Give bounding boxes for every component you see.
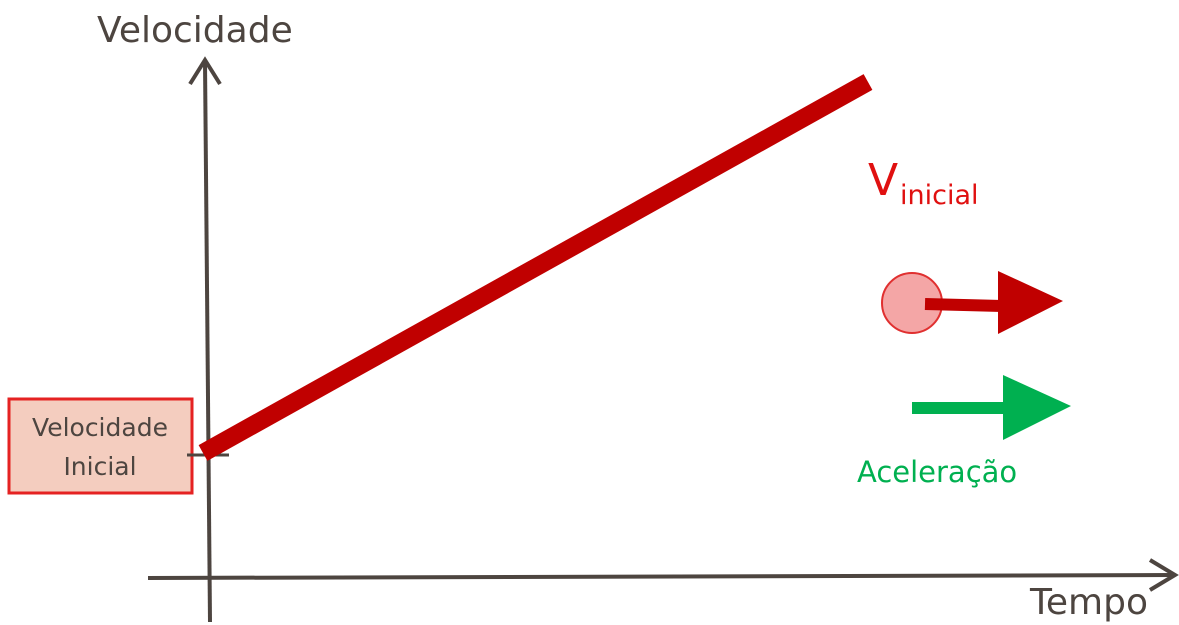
box-line: Velocidade (32, 413, 168, 442)
acceleration-arrow-head (1003, 375, 1071, 440)
velocity-line (198, 74, 873, 461)
y-axis (203, 61, 212, 623)
box-line: Inicial (63, 452, 136, 481)
acceleration-label: Aceleração (857, 455, 1017, 489)
x-axis (147, 573, 1174, 580)
y-axis-label: Velocidade (97, 10, 293, 51)
x-axis-label: Tempo (1029, 582, 1148, 623)
x-axis-arrowhead (1148, 558, 1179, 592)
velocity-symbol: V (868, 155, 898, 206)
velocity-arrow-shaft (924, 298, 1003, 312)
velocity-arrow-head (998, 271, 1063, 334)
initial-velocity-box (7, 397, 194, 495)
velocity-subscript: inicial (900, 180, 979, 211)
y-axis-arrowhead (188, 56, 222, 86)
